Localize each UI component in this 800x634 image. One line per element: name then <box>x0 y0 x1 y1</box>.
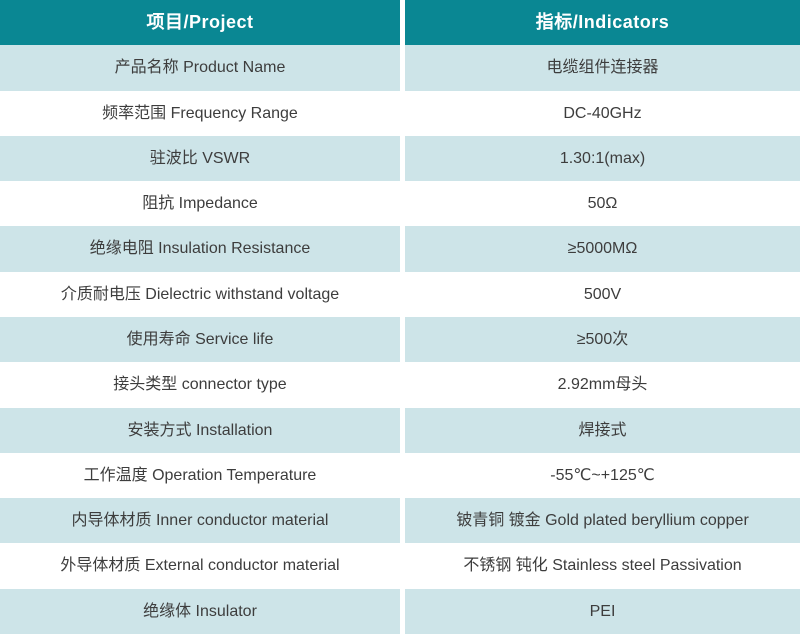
project-cell: 接头类型 connector type <box>113 376 287 394</box>
project-cell: 产品名称 Product Name <box>0 45 400 91</box>
indicator-cell: -55℃~+125℃ <box>550 466 655 484</box>
header-indicators-cell: 指标/Indicators <box>405 0 800 46</box>
table-row: 驻波比 VSWR 1.30:1(max) <box>0 135 800 182</box>
table-row: 接头类型 connector type 2.92mm母头 <box>0 362 800 407</box>
project-cell: 内导体材质 Inner conductor material <box>0 498 400 544</box>
indicator-cell: 50Ω <box>587 195 618 213</box>
project-cell: 使用寿命 Service life <box>0 316 400 363</box>
project-cell: 介质耐电压 Dielectric withstand voltage <box>60 285 340 303</box>
table-header-row: 项目/Project 指标/Indicators <box>0 0 800 46</box>
table-row: 绝缘体 Insulator PEI <box>0 588 800 634</box>
indicator-cell: DC-40GHz <box>563 104 642 122</box>
table-row: 安装方式 Installation 焊接式 <box>0 407 800 453</box>
indicator-cell: 焊接式 <box>405 407 800 453</box>
project-cell: 外导体材质 External conductor material <box>60 557 340 575</box>
project-cell: 频率范围 Frequency Range <box>102 104 298 122</box>
project-cell: 阻抗 Impedance <box>142 195 258 213</box>
project-cell: 绝缘电阻 Insulation Resistance <box>0 226 400 272</box>
table-row: 产品名称 Product Name 电缆组件连接器 <box>0 45 800 91</box>
indicator-cell: 不锈钢 钝化 Stainless steel Passivation <box>463 557 742 575</box>
indicator-cell: PEI <box>405 588 800 634</box>
project-cell: 绝缘体 Insulator <box>0 588 400 634</box>
header-project-cell: 项目/Project <box>0 0 400 46</box>
project-cell: 驻波比 VSWR <box>0 135 400 182</box>
indicator-cell: ≥500次 <box>405 316 800 363</box>
table-row: 外导体材质 External conductor material 不锈钢 钝化… <box>0 543 800 588</box>
table-row: 介质耐电压 Dielectric withstand voltage 500V <box>0 272 800 317</box>
indicator-cell: ≥5000MΩ <box>405 226 800 272</box>
indicator-cell: 电缆组件连接器 <box>405 45 800 91</box>
table-row: 工作温度 Operation Temperature -55℃~+125℃ <box>0 453 800 498</box>
project-cell: 工作温度 Operation Temperature <box>83 466 317 484</box>
table-row: 阻抗 Impedance 50Ω <box>0 181 800 226</box>
indicator-cell: 铍青铜 镀金 Gold plated beryllium copper <box>405 498 800 544</box>
project-cell: 安装方式 Installation <box>0 407 400 453</box>
table-row: 频率范围 Frequency Range DC-40GHz <box>0 91 800 136</box>
indicator-cell: 500V <box>583 285 622 303</box>
table-row: 内导体材质 Inner conductor material 铍青铜 镀金 Go… <box>0 498 800 544</box>
table-row: 使用寿命 Service life ≥500次 <box>0 316 800 363</box>
indicator-cell: 2.92mm母头 <box>557 376 648 394</box>
indicator-cell: 1.30:1(max) <box>405 135 800 182</box>
table-row: 绝缘电阻 Insulation Resistance ≥5000MΩ <box>0 226 800 272</box>
